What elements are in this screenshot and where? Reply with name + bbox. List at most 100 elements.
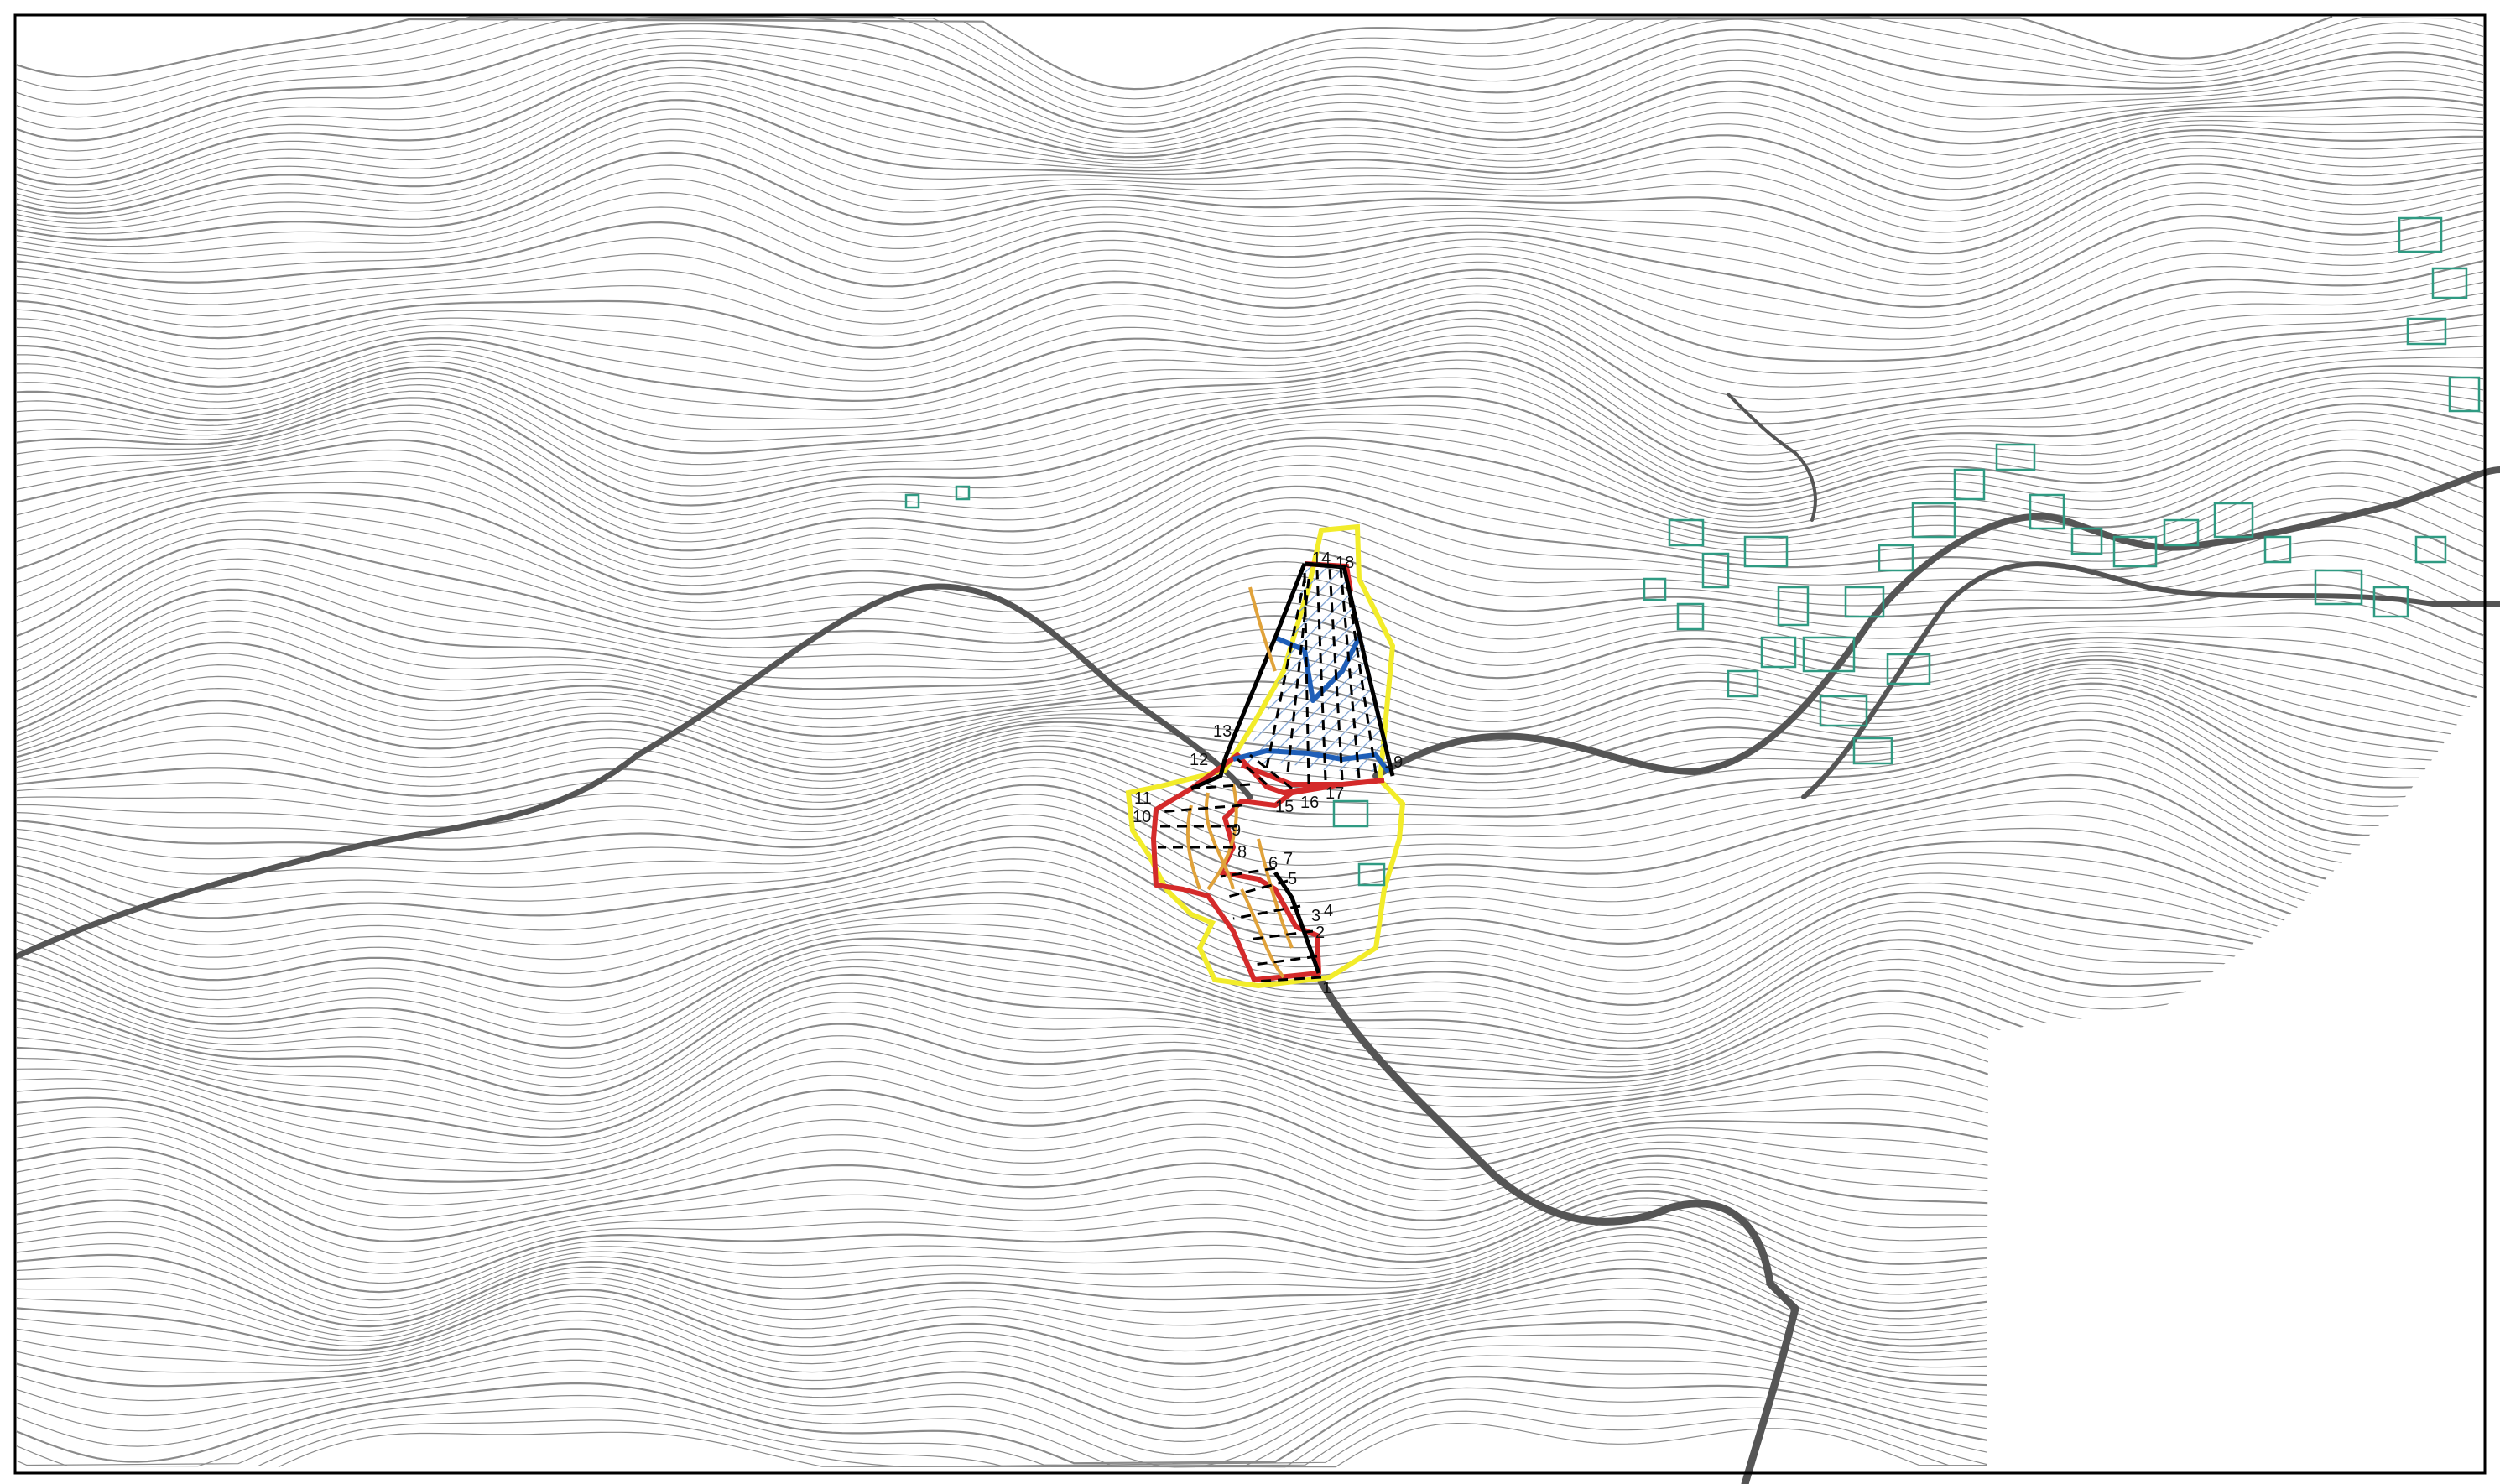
- contour-line: [16, 16, 2484, 109]
- contour-line: [16, 281, 2484, 388]
- contour-line: [16, 836, 2484, 945]
- village-buildings: [904, 216, 2481, 765]
- contour-line: [16, 210, 2484, 309]
- contour-line: [16, 271, 2484, 375]
- contour-line: [16, 395, 2484, 507]
- contour-line: [16, 128, 2484, 233]
- contour-line: [16, 919, 2484, 1034]
- contour-line: [16, 260, 2484, 362]
- contour-line: [16, 66, 2484, 192]
- point-label: 5: [1288, 870, 1297, 888]
- landslide-zone: [1125, 523, 1406, 989]
- building: [1727, 669, 1759, 698]
- contour-line: [16, 44, 2484, 170]
- contour-line: [16, 151, 2484, 255]
- contour-line: [16, 609, 2484, 721]
- contour-line: [16, 558, 2484, 664]
- point-label: 19: [1384, 753, 1403, 772]
- contour-line: [16, 945, 2484, 1060]
- contour-line: [16, 519, 2484, 623]
- contour-line: [16, 420, 2484, 534]
- contour-line: [16, 958, 2484, 1079]
- building: [1676, 602, 1705, 631]
- contour-line: [16, 858, 2484, 971]
- building: [1995, 443, 2036, 471]
- contour-line: [16, 750, 2484, 865]
- building: [2406, 317, 2447, 346]
- point-label: 17: [1326, 784, 1344, 803]
- contour-line: [16, 631, 2484, 739]
- contour-line: [16, 386, 2484, 500]
- contour-line: [16, 30, 2484, 152]
- building: [1643, 577, 1667, 601]
- zone-collapse-hatch: [1242, 564, 1384, 772]
- contour-line: [16, 497, 2484, 604]
- contour-line: [16, 367, 2484, 487]
- contour-line: [16, 334, 2484, 456]
- contour-line: [16, 292, 2484, 401]
- zone-boundary-black: [1190, 561, 1395, 974]
- contour-line: [16, 16, 2484, 130]
- contour-line: [17, 317, 2484, 436]
- contour-line: [16, 220, 2484, 319]
- contour-line: [16, 599, 2484, 711]
- point-label: 9: [1232, 821, 1241, 840]
- contour-line: [16, 191, 2484, 287]
- contour-line: [16, 719, 2484, 837]
- contour-line: [16, 178, 2484, 276]
- building: [1760, 636, 1797, 669]
- building: [2112, 535, 2158, 568]
- contour-line: [16, 412, 2484, 525]
- map-frame-border: [13, 13, 2487, 1475]
- point-label: 12: [1190, 751, 1208, 769]
- contour-line: [16, 475, 2484, 586]
- point-label: 13: [1213, 722, 1232, 741]
- building: [2314, 569, 2363, 606]
- contour-line: [16, 200, 2484, 297]
- contour-line: [16, 729, 2484, 846]
- contour-line: [16, 229, 2484, 330]
- contour-line: [16, 672, 2484, 770]
- contour-line: [16, 1387, 2484, 1468]
- building: [1852, 737, 1893, 765]
- contour-line: [16, 702, 2484, 817]
- point-label: 11: [1134, 789, 1152, 808]
- point-label: 18: [1336, 554, 1354, 572]
- contour-line: [16, 59, 2484, 186]
- road-east-lower: [1801, 561, 2500, 799]
- building: [2263, 535, 2292, 564]
- building: [2213, 502, 2254, 539]
- point-labels: 1 2 3 4 5 6 7 8 9 10 11 12 13 14 15 16 1…: [1133, 549, 1403, 997]
- road-spur: [1727, 393, 1817, 522]
- building: [2431, 267, 2468, 299]
- contour-line: [16, 325, 2484, 446]
- building: [1886, 653, 1931, 685]
- contour-line: [16, 91, 2484, 210]
- building: [1668, 518, 1705, 547]
- building: [955, 485, 971, 501]
- road-west: [13, 583, 1253, 960]
- contour-line: [278, 1422, 2484, 1468]
- contour-line: [16, 404, 2484, 516]
- contour-line: [16, 23, 2484, 142]
- contour-line: [16, 342, 2484, 465]
- contour-line: [16, 846, 2484, 958]
- contour-line: [16, 910, 2484, 1026]
- contour-line: [16, 250, 2484, 351]
- point-label: 7: [1284, 850, 1293, 868]
- contour-line: [16, 869, 2484, 983]
- point-label: 2: [1315, 924, 1325, 942]
- building: [2163, 518, 2200, 547]
- contour-line: [16, 301, 2484, 413]
- contour-line: [16, 429, 2484, 543]
- contour-line: [16, 951, 2484, 1069]
- building: [1701, 552, 1730, 589]
- contour-line: [16, 99, 2484, 215]
- building: [2029, 493, 2065, 530]
- contour-line: [16, 108, 2484, 219]
- building: [2448, 376, 2481, 413]
- contour-line: [16, 118, 2484, 224]
- contour-line: [16, 825, 2484, 931]
